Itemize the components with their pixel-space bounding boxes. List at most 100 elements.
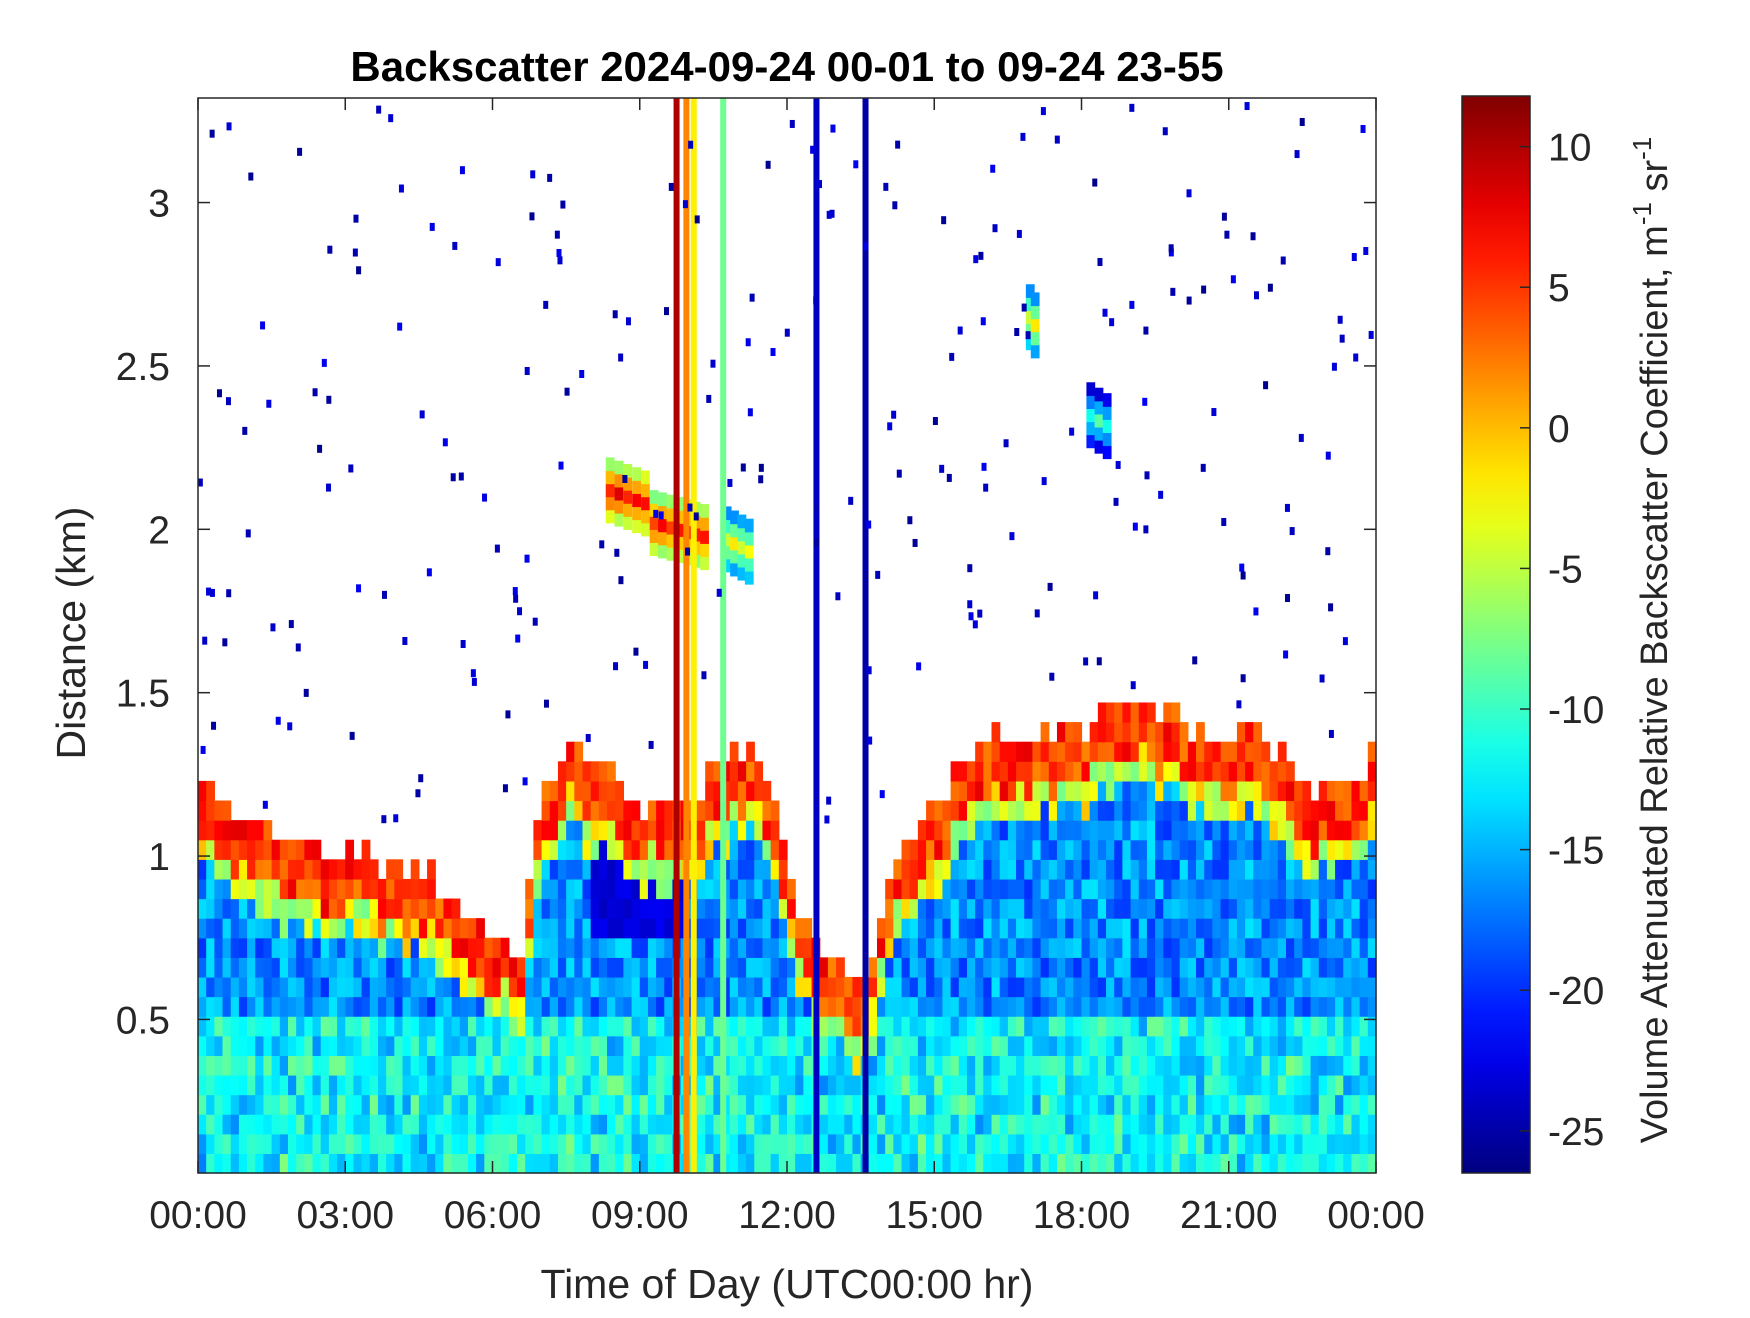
heatmap-cell (467, 1074, 477, 1096)
heatmap-cell (1130, 780, 1140, 802)
heatmap-cell (1040, 800, 1050, 821)
heatmap-cell (287, 937, 297, 958)
heatmap-cell (1073, 878, 1083, 900)
heatmap-cell (901, 937, 911, 958)
heatmap-cell (909, 937, 919, 958)
noise-pixel (317, 444, 323, 453)
heatmap-cell (1130, 820, 1140, 841)
heatmap-cell (1359, 800, 1369, 821)
heatmap-cell (958, 1055, 968, 1076)
heatmap-cell (664, 859, 674, 880)
heatmap-cell (1081, 976, 1091, 998)
noise-pixel (512, 587, 518, 596)
noise-pixel (866, 520, 872, 529)
heatmap-cell (517, 1094, 526, 1115)
heatmap-cell (222, 976, 232, 998)
heatmap-cell (623, 937, 633, 958)
noise-pixel (685, 547, 691, 556)
heatmap-cell (427, 1114, 436, 1135)
heatmap-cell (525, 1114, 534, 1135)
heatmap-cell (1122, 780, 1132, 802)
heatmap-cell (296, 1074, 305, 1096)
heatmap-cell (647, 1035, 657, 1056)
heatmap-cell (647, 1153, 657, 1174)
heatmap-cell (639, 898, 649, 919)
noise-pixel (813, 296, 819, 305)
heatmap-cell (484, 1094, 494, 1115)
heatmap-cell (582, 1153, 592, 1174)
heatmap-cell (623, 820, 633, 841)
heatmap-cell (369, 996, 379, 1017)
heatmap-cell (1130, 976, 1140, 998)
heatmap-cell (1261, 898, 1271, 919)
heatmap-cell (1081, 1055, 1091, 1076)
heatmap-cell (950, 800, 960, 821)
noise-pixel (397, 322, 403, 331)
heatmap-cell (541, 780, 551, 802)
noise-pixel (495, 258, 501, 267)
noise-pixel (1016, 229, 1022, 238)
heatmap-cell (1286, 1074, 1295, 1096)
heatmap-cell (476, 1094, 485, 1115)
noise-pixel (749, 293, 755, 302)
heatmap-cell (885, 1055, 894, 1076)
heatmap-cell (901, 1133, 911, 1154)
noise-pixel (352, 248, 358, 257)
heatmap-cell (1318, 976, 1328, 998)
heatmap-cell (1286, 1114, 1295, 1135)
heatmap-cell (1179, 1055, 1189, 1076)
noise-pixel (1049, 672, 1055, 681)
heatmap-cell (917, 1133, 927, 1154)
noise-pixel (349, 731, 355, 740)
heatmap-cell (999, 741, 1009, 762)
heatmap-cell (484, 1016, 494, 1037)
noise-pixel (1132, 522, 1138, 531)
cloud-cell (1030, 344, 1040, 359)
heatmap-cell (206, 839, 215, 860)
heatmap-cell (966, 898, 976, 919)
heatmap-cell (639, 957, 649, 978)
heatmap-cell (1048, 780, 1058, 802)
heatmap-cell (1024, 1074, 1034, 1096)
heatmap-cell (1016, 957, 1025, 978)
heatmap-cell (459, 1016, 469, 1037)
heatmap-cell (1146, 820, 1156, 841)
heatmap-cell (1016, 1133, 1025, 1154)
cloud-cell (605, 470, 615, 485)
heatmap-cell (1220, 820, 1230, 841)
heatmap-cell (746, 1153, 755, 1174)
heatmap-cell (795, 1074, 804, 1096)
heatmap-cell (1056, 780, 1066, 802)
noise-pixel (529, 212, 535, 221)
heatmap-cell (1286, 1055, 1295, 1076)
heatmap-cell (975, 780, 984, 802)
cloud-cell (605, 483, 615, 498)
heatmap-cell (639, 859, 649, 880)
heatmap-cell (1040, 1133, 1050, 1154)
heatmap-cell (1220, 878, 1230, 900)
heatmap-cell (287, 996, 297, 1017)
heatmap-cell (492, 1016, 502, 1037)
heatmap-cell (664, 1094, 674, 1115)
heatmap-cell (770, 1114, 780, 1135)
x-tick-label: 00:00 (149, 1194, 247, 1237)
heatmap-cell (1335, 1153, 1344, 1174)
heatmap-cell (566, 937, 575, 958)
heatmap-cell (451, 996, 461, 1017)
heatmap-cell (656, 878, 665, 900)
cloud-cell (1030, 305, 1040, 320)
heatmap-cell (263, 859, 273, 880)
heatmap-cell (1277, 937, 1287, 958)
heatmap-cell (762, 780, 772, 802)
heatmap-cell (263, 1153, 273, 1174)
heatmap-cell (1187, 1055, 1197, 1076)
heatmap-cell (1056, 839, 1066, 860)
heatmap-cell (198, 976, 207, 998)
heatmap-cell (656, 1055, 665, 1076)
heatmap-cell (1171, 1114, 1181, 1135)
heatmap-cell (549, 1133, 559, 1154)
heatmap-cell (198, 780, 207, 802)
heatmap-cell (1073, 741, 1083, 762)
heatmap-cell (255, 1094, 265, 1115)
